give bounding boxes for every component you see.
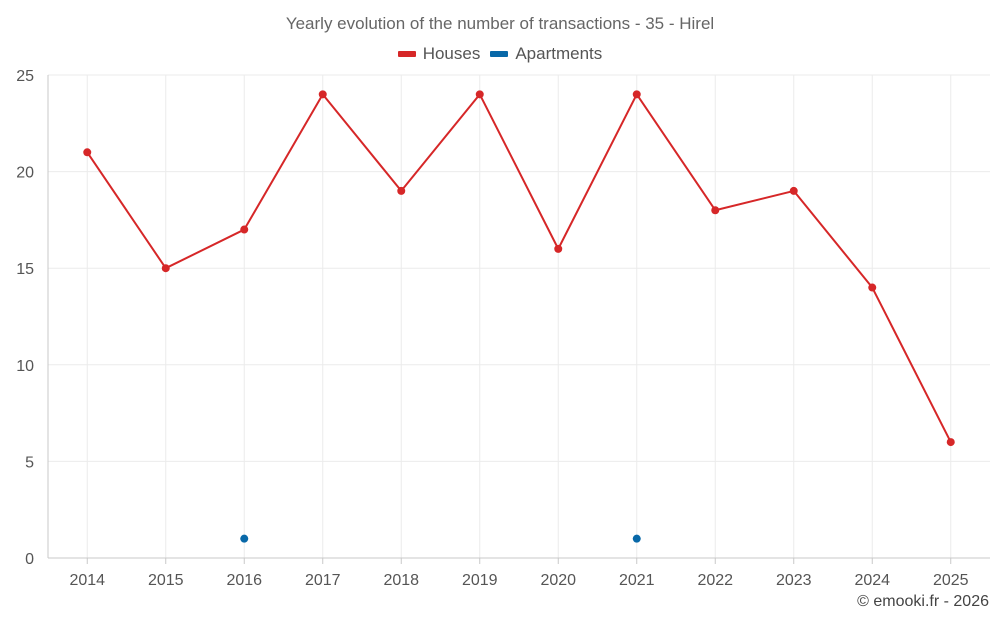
data-point-apartments (240, 534, 249, 543)
x-tick-label: 2024 (854, 572, 890, 589)
y-tick-label: 0 (25, 551, 34, 568)
data-point-houses (868, 283, 877, 292)
series-line-houses (86, 93, 952, 443)
legend-item-apartments[interactable]: Apartments (490, 44, 602, 64)
x-tick-label: 2017 (305, 572, 341, 589)
legend-label-houses: Houses (422, 44, 481, 63)
x-tick-label: 2022 (697, 572, 733, 589)
legend-swatch-houses (397, 51, 416, 57)
x-tick-label: 2019 (462, 572, 498, 589)
x-tick-label: 2025 (933, 572, 969, 589)
x-tick-label: 2016 (226, 572, 262, 589)
data-point-houses (83, 148, 92, 157)
data-point-houses (554, 244, 563, 253)
y-tick-label: 10 (16, 358, 34, 375)
x-tick-label: 2018 (383, 572, 419, 589)
grid (48, 74, 990, 558)
data-point-houses (240, 225, 249, 234)
data-point-houses (318, 90, 327, 99)
series (83, 90, 955, 543)
data-point-houses (161, 264, 170, 273)
x-tick-label: 2021 (619, 572, 655, 589)
legend-item-houses[interactable]: Houses (397, 44, 481, 64)
data-point-houses (632, 90, 641, 99)
data-point-houses (946, 438, 955, 447)
x-tick-label: 2015 (148, 572, 184, 589)
legend-label-apartments: Apartments (515, 44, 603, 63)
x-tick-label: 2020 (540, 572, 576, 589)
data-point-houses (397, 186, 406, 195)
legend: Houses Apartments (0, 44, 1000, 64)
chart-title: Yearly evolution of the number of transa… (285, 14, 715, 33)
y-tick-label: 15 (16, 261, 34, 278)
y-tick-label: 5 (25, 454, 34, 471)
legend-swatch-apartments (490, 51, 509, 57)
data-point-houses (475, 90, 484, 99)
y-tick-label: 20 (16, 165, 34, 182)
credit-text: © emooki.fr - 2026 (857, 593, 989, 610)
x-tick-label: 2014 (69, 572, 105, 589)
data-point-houses (711, 206, 720, 215)
data-point-apartments (632, 534, 641, 543)
y-tick-label: 25 (16, 68, 34, 85)
x-tick-label: 2023 (776, 572, 812, 589)
data-point-houses (789, 186, 798, 195)
